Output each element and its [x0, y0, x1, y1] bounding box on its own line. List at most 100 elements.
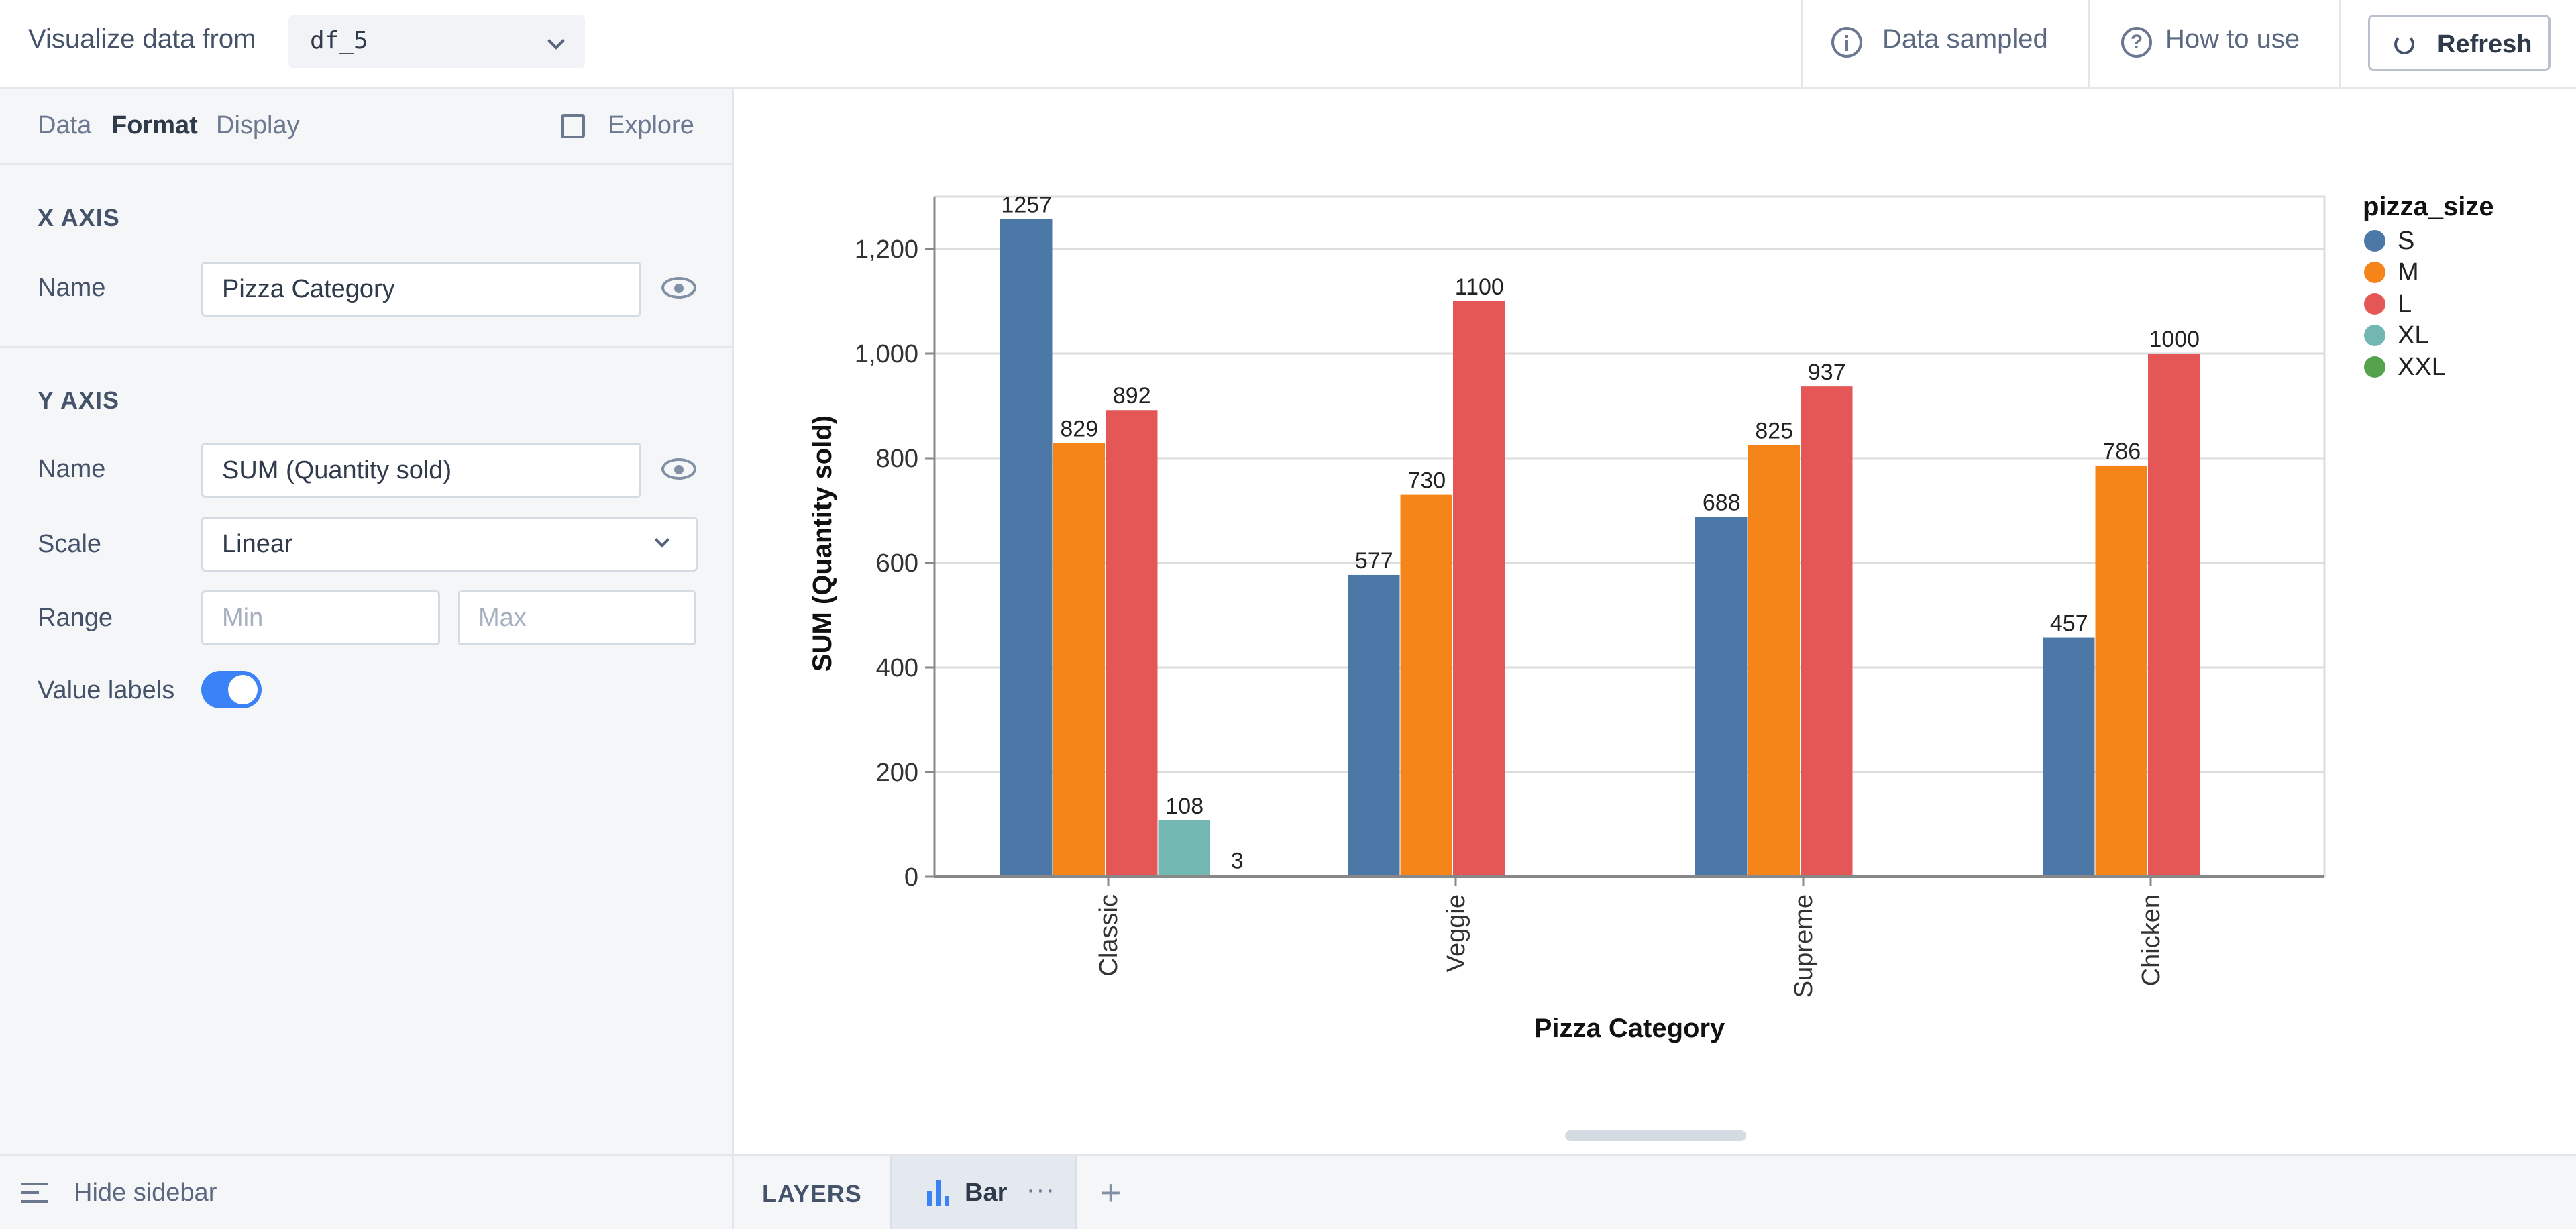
- data-label: 730: [1407, 468, 1446, 494]
- scale-value: Linear: [222, 530, 293, 558]
- x-axis-name-label: Name: [38, 274, 106, 302]
- sidebar: Data Format Display Explore X AXIS Name …: [0, 89, 734, 1154]
- data-label: 1257: [1001, 193, 1052, 218]
- sidebar-tabs: Data Format Display Explore: [0, 89, 734, 165]
- layers-label: LAYERS: [762, 1180, 862, 1208]
- dataframe-value: df_5: [310, 27, 368, 54]
- bar-m-supreme: [1748, 445, 1800, 877]
- eye-icon[interactable]: [661, 458, 696, 480]
- eye-icon[interactable]: [661, 277, 696, 299]
- data-label: 892: [1113, 383, 1151, 409]
- bar-s-chicken: [2043, 637, 2095, 877]
- hide-sidebar-button[interactable]: Hide sidebar: [74, 1179, 217, 1207]
- legend-swatch: [2364, 325, 2385, 346]
- bar-l-classic: [1106, 410, 1158, 877]
- x-tick-label: Classic: [1095, 894, 1123, 976]
- y-tick-label: 800: [876, 445, 918, 473]
- data-label: 577: [1355, 548, 1393, 574]
- value-labels-toggle[interactable]: [201, 671, 262, 708]
- x-axis-name-input[interactable]: Pizza Category: [201, 262, 641, 317]
- range-label: Range: [38, 604, 113, 632]
- data-label: 937: [1808, 360, 1846, 385]
- y-tick-label: 1,000: [855, 340, 918, 368]
- top-bar: Visualize data from df_5 Data sampled ? …: [0, 0, 2576, 89]
- toggle-knob: [228, 675, 258, 704]
- dataframe-select[interactable]: df_5: [288, 15, 585, 68]
- bar-s-supreme: [1695, 517, 1748, 877]
- chart-area: 0 200 400 600 800 1,000 1,200 1257 829 892 108 3 Cla…: [736, 91, 2576, 1154]
- legend-swatch: [2364, 293, 2385, 315]
- y-axis-name-label: Name: [38, 455, 106, 483]
- layers-bar: LAYERS Bar ··· +: [734, 1154, 2576, 1229]
- divider: [1801, 0, 1803, 89]
- bar-chart: 0 200 400 600 800 1,000 1,200 1257 829 892 108 3 Cla…: [808, 192, 2494, 1043]
- data-label: 825: [1755, 419, 1793, 444]
- chevron-down-icon: [547, 32, 565, 50]
- x-tick-label: Chicken: [2137, 894, 2165, 986]
- bar-s-veggie: [1348, 574, 1400, 877]
- y-axis-name-input[interactable]: SUM (Quantity sold): [201, 443, 641, 498]
- data-label: 457: [2050, 611, 2088, 637]
- bar-s-classic: [1000, 219, 1053, 877]
- legend-entry: XL: [2398, 321, 2428, 350]
- divider: [0, 346, 734, 348]
- data-label: 688: [1703, 490, 1741, 515]
- legend-swatch: [2364, 356, 2385, 378]
- range-max-input[interactable]: Max: [458, 590, 696, 645]
- x-axis-title: Pizza Category: [1534, 1014, 1725, 1043]
- y-tick-label: 400: [876, 654, 918, 682]
- bar-chart-icon: [927, 1180, 950, 1206]
- more-icon[interactable]: ···: [1026, 1176, 1056, 1204]
- bar-l-supreme: [1801, 386, 1853, 877]
- legend-title: pizza_size: [2363, 192, 2494, 221]
- x-axis-section-title: X AXIS: [38, 204, 120, 231]
- data-label: 829: [1060, 416, 1098, 441]
- legend-entry: M: [2398, 258, 2419, 286]
- data-sampled-label[interactable]: Data sampled: [1882, 24, 2048, 54]
- legend-swatch: [2364, 230, 2385, 252]
- data-label: 3: [1231, 849, 1244, 874]
- legend-entry: S: [2398, 227, 2414, 255]
- data-label: 1000: [2149, 327, 2200, 352]
- refresh-label: Refresh: [2437, 30, 2532, 58]
- refresh-icon: [2394, 34, 2414, 54]
- visualize-label: Visualize data from: [28, 24, 256, 54]
- divider: [2339, 0, 2341, 89]
- y-tick-label: 600: [876, 549, 918, 578]
- sidebar-footer: Hide sidebar: [0, 1154, 734, 1229]
- data-label: 108: [1165, 794, 1203, 819]
- how-to-use-link[interactable]: How to use: [2165, 24, 2300, 54]
- x-tick-label: Veggie: [1442, 894, 1470, 972]
- value-labels-label: Value labels: [38, 676, 175, 704]
- tab-display[interactable]: Display: [216, 111, 300, 140]
- data-label: 1100: [1455, 274, 1504, 300]
- scale-select[interactable]: Linear: [201, 517, 698, 572]
- legend-swatch: [2364, 262, 2385, 283]
- range-min-input[interactable]: Min: [201, 590, 440, 645]
- layer-tab-label: Bar: [965, 1179, 1008, 1207]
- explore-icon: [561, 114, 585, 138]
- refresh-button[interactable]: Refresh: [2368, 15, 2551, 71]
- y-axis-title: SUM (Quantity sold): [808, 415, 837, 672]
- hide-sidebar-icon: [21, 1183, 48, 1203]
- y-axis-section-title: Y AXIS: [38, 386, 120, 414]
- tab-data[interactable]: Data: [38, 111, 92, 140]
- help-icon: ?: [2121, 27, 2152, 58]
- bar-m-classic: [1053, 443, 1105, 877]
- legend-entry: L: [2398, 290, 2412, 318]
- resize-handle[interactable]: [1565, 1130, 1746, 1141]
- explore-button[interactable]: Explore: [608, 111, 694, 140]
- legend-entry: XXL: [2398, 353, 2446, 381]
- bar-m-chicken: [2095, 465, 2147, 877]
- layer-tab-bar[interactable]: Bar ···: [890, 1156, 1077, 1229]
- bar-l-veggie: [1453, 301, 1505, 877]
- data-label: 786: [2102, 439, 2141, 464]
- bar-m-veggie: [1400, 494, 1452, 877]
- bar-l-chicken: [2148, 354, 2200, 877]
- y-tick-label: 1,200: [855, 235, 918, 264]
- tab-format[interactable]: Format: [111, 111, 198, 140]
- add-layer-button[interactable]: +: [1100, 1173, 1122, 1213]
- x-tick-label: Supreme: [1790, 894, 1818, 998]
- bar-xl-classic: [1158, 820, 1210, 877]
- y-tick-label: 200: [876, 759, 918, 787]
